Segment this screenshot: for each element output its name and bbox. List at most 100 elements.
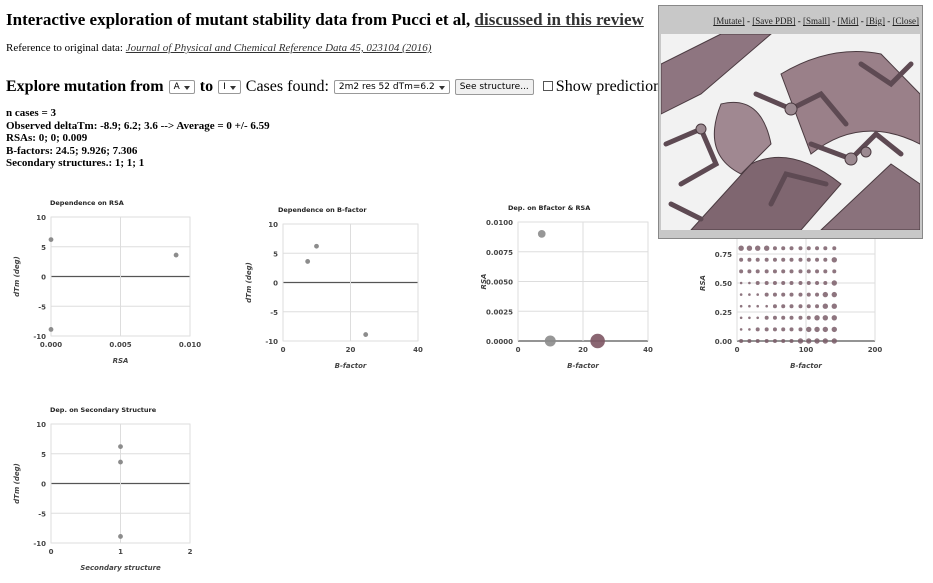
case-select[interactable]: 2m2 res 52 dTm=6.2 [333,80,450,94]
dot [748,328,751,331]
dot [814,326,820,333]
x-tick-label: 200 [868,346,883,354]
dot [755,327,760,332]
dot [806,269,811,274]
dot [756,304,759,308]
dot [789,257,794,262]
dot [781,304,786,309]
dot [772,304,777,309]
dot [772,339,777,343]
point [118,534,123,539]
dot [831,291,837,298]
y-tick-label: 0 [41,481,46,489]
y-tick-label: -5 [38,303,46,311]
dot [815,257,820,262]
dot [763,245,770,251]
y-tick-label: 5 [273,250,278,258]
dot [755,339,760,343]
from-select[interactable]: A [168,80,195,94]
dot [831,315,837,321]
y-tick-label: 0 [41,274,46,282]
dot [789,269,794,274]
dot [772,269,777,274]
dot [815,269,820,274]
x-tick-label: 40 [413,346,423,354]
bubble [544,335,556,347]
dot [739,281,743,285]
x-tick-label: 0 [516,346,521,354]
dot [747,339,752,343]
bubble [537,230,546,238]
point [48,327,54,332]
chart-title: Dep. on Bfactor & RSA [508,204,590,212]
dot [798,269,803,274]
dot [822,303,829,309]
y-axis-label: dTm (deg) [245,262,253,303]
dot [764,257,769,262]
dot [806,315,811,320]
dot [739,304,743,308]
y-tick-label: 0.50 [715,280,732,288]
reference-link[interactable]: Journal of Physical and Chemical Referen… [125,42,432,54]
dot [739,269,744,274]
viewer-link[interactable]: [Mid] [837,16,859,26]
dot [831,326,837,333]
dot [789,304,794,309]
dot [764,269,769,274]
dot [755,281,760,285]
point [48,237,54,243]
dot [772,281,777,285]
dot [781,269,786,274]
molecule-render[interactable] [661,34,920,230]
reference-label: Reference to original data: [6,42,123,54]
dot [822,326,829,333]
to-select[interactable]: I [218,80,241,94]
point [314,243,319,249]
stat-line: n cases = 3 [6,107,56,119]
viewer-link[interactable]: [Small] [803,16,830,26]
x-axis-label: B-factor [790,362,822,370]
x-tick-label: 2 [188,548,193,556]
dot [806,257,811,262]
dot [764,327,769,332]
separator: - [885,16,893,26]
stat-line: Secondary structures.: 1; 1; 1 [6,157,145,169]
separator: - [830,16,838,26]
chart-title: Dep. on Secondary Structure [50,406,157,414]
to-label: to [199,78,214,95]
viewer-link[interactable]: [Big] [866,16,885,26]
dot [764,292,769,297]
x-tick-label: 20 [578,346,588,354]
review-link[interactable]: discussed in this review [474,10,644,29]
viewer-link[interactable]: [Close] [892,16,920,26]
y-tick-label: -10 [33,540,46,548]
viewer-link[interactable]: [Mutate] [713,16,745,26]
dot [832,269,837,274]
x-tick-label: 100 [799,346,814,354]
stat-line: RSAs: 0; 0; 0.009 [6,132,88,144]
separator: - [744,16,753,26]
point [363,332,369,337]
dot [815,304,820,309]
y-tick-label: 0.75 [715,251,732,259]
dot [764,339,769,343]
x-tick-label: 1 [118,548,123,556]
dot [831,338,837,344]
predictions-toggle[interactable]: Show predictions [539,78,667,96]
y-axis-label: RSA [699,275,707,291]
y-tick-label: -10 [265,338,278,346]
dot [739,257,744,262]
chart-title: Dependence on RSA [50,199,124,207]
checkbox[interactable] [542,81,553,91]
dot [815,246,820,251]
dot [823,257,828,262]
dot [781,281,786,285]
see-structure-button[interactable]: See structure... [454,79,534,95]
y-tick-label: 0.0050 [486,279,513,287]
dot [823,269,828,274]
dot [789,327,794,332]
dot [806,326,812,333]
viewer-link[interactable]: [Save PDB] [752,16,796,26]
